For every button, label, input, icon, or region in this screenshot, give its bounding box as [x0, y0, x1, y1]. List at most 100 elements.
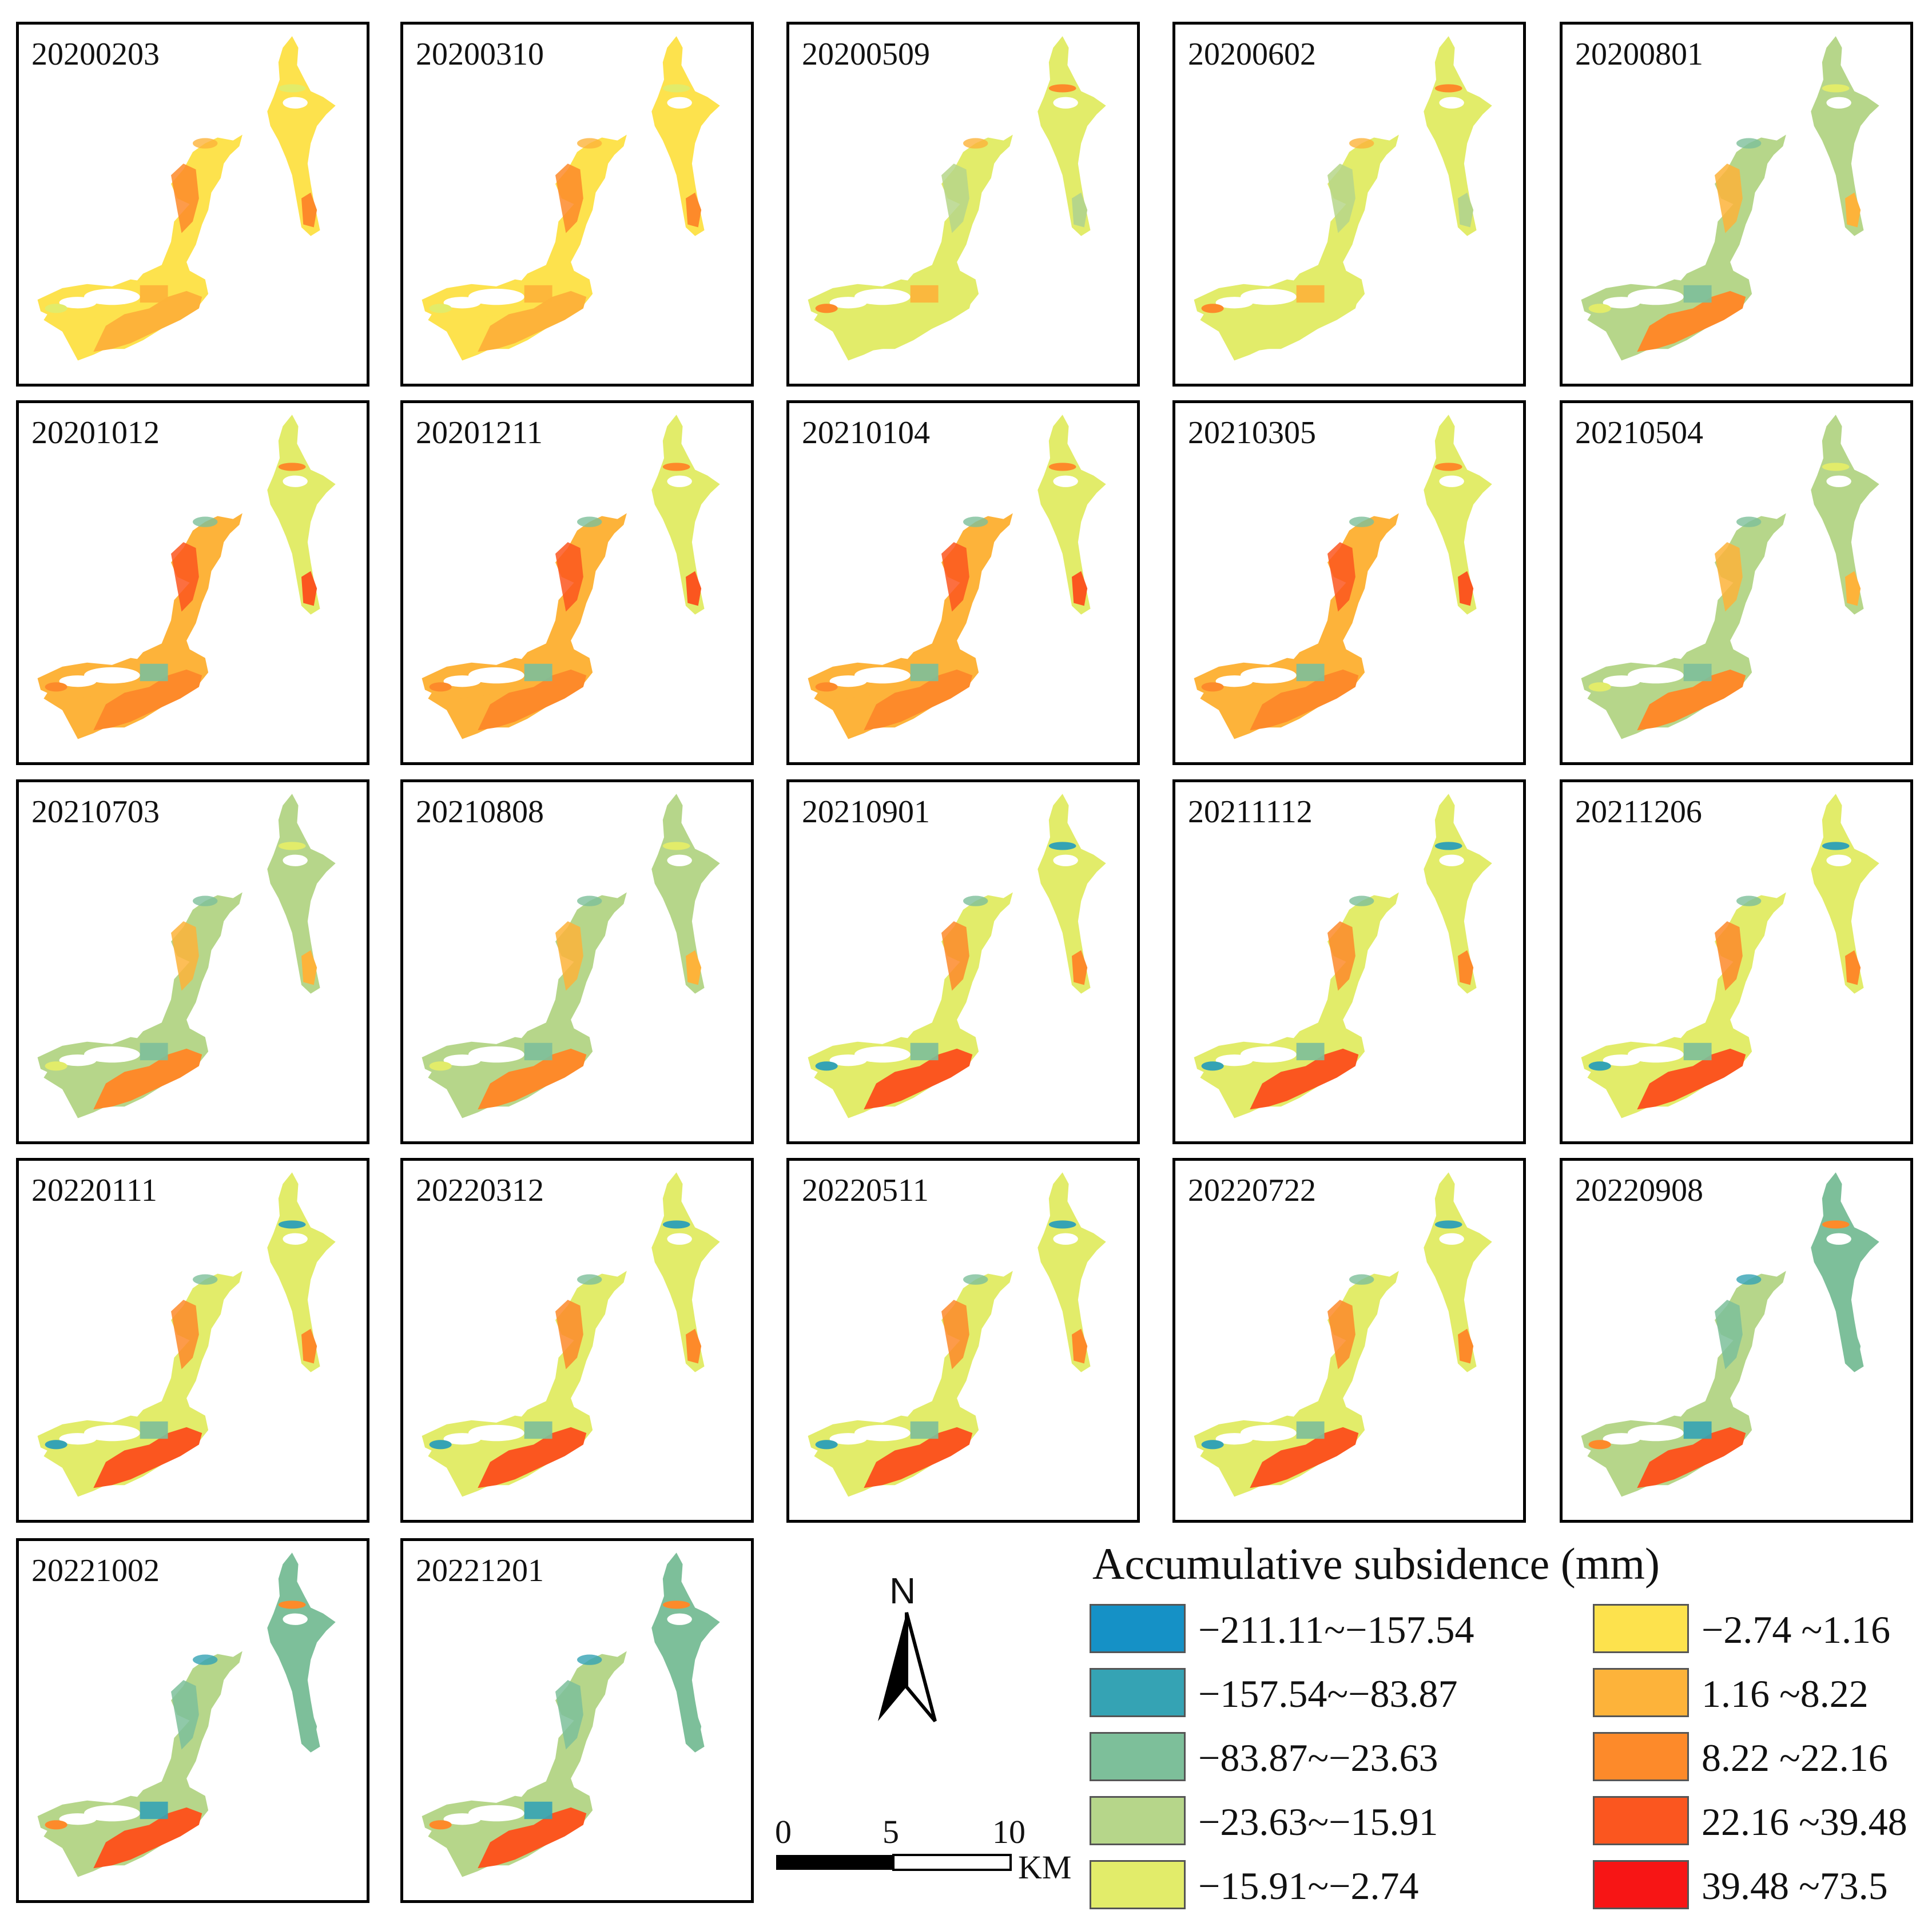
southeast-zone — [1250, 290, 1359, 352]
zone-patch — [301, 1709, 317, 1744]
scale-bar-graphic — [776, 1854, 1012, 1871]
lake-gap — [468, 288, 524, 305]
zone-patch — [301, 192, 317, 228]
legend-swatch — [1090, 1796, 1186, 1845]
zone-patch — [1458, 950, 1474, 985]
zone-patch — [1588, 304, 1611, 313]
panel-date-label: 20201211 — [416, 415, 543, 451]
lake-gap — [1603, 1433, 1640, 1445]
subsidence-map — [1194, 36, 1492, 361]
north-label: N — [889, 1570, 916, 1611]
zone-patch — [1458, 571, 1474, 606]
map-panel: 20220722 — [1172, 1158, 1526, 1523]
zone-patch — [577, 1654, 602, 1665]
southeast-zone — [478, 1807, 587, 1869]
zone-patch — [1349, 138, 1374, 149]
subsidence-map — [37, 794, 336, 1118]
zone-patch — [278, 463, 306, 471]
zone-patch — [524, 663, 552, 682]
lake-gap — [1826, 475, 1851, 487]
center-zone — [1327, 164, 1355, 233]
map-panel: 20200310 — [400, 22, 754, 387]
center-zone — [555, 1300, 583, 1369]
zone-patch — [910, 1042, 939, 1061]
lake-gap — [854, 1424, 911, 1442]
zone-patch — [662, 842, 690, 850]
zone-patch — [429, 1820, 452, 1830]
zone-patch — [577, 895, 602, 906]
subsidence-map — [422, 794, 720, 1118]
zone-patch — [1736, 138, 1762, 149]
scale-tick-0: 0 — [775, 1813, 792, 1850]
center-zone — [171, 921, 199, 991]
lake-gap — [1603, 1054, 1640, 1066]
legend-label: −15.91~−2.74 — [1198, 1864, 1419, 1908]
legend-label: −2.74 ~1.16 — [1702, 1608, 1891, 1651]
lake-gap — [59, 1433, 97, 1445]
lake-gap — [443, 675, 481, 687]
zone-patch — [686, 1709, 702, 1744]
lake-gap — [829, 297, 867, 309]
panel-date-label: 20220722 — [1188, 1173, 1316, 1208]
legend-label: −157.54~−83.87 — [1198, 1672, 1458, 1715]
subsidence-map — [808, 36, 1106, 361]
lake-gap — [1241, 1424, 1297, 1442]
panel-date-label: 20220312 — [416, 1173, 544, 1208]
north-arrow-left-half — [878, 1613, 907, 1721]
subsidence-map — [37, 1172, 336, 1497]
zone-patch — [301, 571, 317, 606]
lake-gap — [1215, 1433, 1253, 1445]
lake-gap — [84, 1424, 140, 1442]
zone-patch — [1072, 950, 1088, 985]
subsidence-map — [422, 415, 720, 739]
lake-gap — [59, 675, 97, 687]
lake-gap — [829, 1433, 867, 1445]
center-zone — [941, 921, 969, 991]
lake-gap — [1628, 1046, 1684, 1063]
panel-date-label: 20200801 — [1575, 37, 1703, 72]
subsidence-map — [808, 1172, 1106, 1497]
subsidence-map — [1194, 794, 1492, 1118]
subsidence-map — [37, 36, 336, 361]
northeast-area — [267, 1552, 336, 1753]
panel-date-label: 20210305 — [1188, 415, 1316, 451]
map-panel: 20201211 — [400, 400, 754, 765]
zone-patch — [45, 682, 67, 692]
zone-patch — [577, 516, 602, 527]
center-zone — [941, 1300, 969, 1369]
zone-patch — [45, 1820, 67, 1830]
center-zone — [1715, 921, 1743, 991]
lake-gap — [1053, 475, 1078, 487]
southeast-zone — [1637, 1048, 1746, 1110]
zone-patch — [1349, 516, 1374, 527]
southeast-zone — [478, 290, 587, 352]
subsidence-map — [422, 1552, 720, 1877]
zone-patch — [1683, 663, 1712, 682]
panel-date-label: 20211112 — [1188, 794, 1313, 830]
zone-patch — [1845, 192, 1861, 228]
lake-gap — [468, 1424, 524, 1442]
zone-patch — [1349, 895, 1374, 906]
northeast-area — [1811, 794, 1879, 994]
panel-date-label: 20210703 — [31, 794, 160, 830]
subsidence-map — [1581, 1172, 1879, 1497]
southeast-zone — [1637, 1427, 1746, 1488]
southeast-zone — [864, 669, 973, 731]
lake-gap — [84, 1046, 140, 1063]
panel-date-label: 20211206 — [1575, 794, 1702, 830]
legend-label: 1.16 ~8.22 — [1702, 1672, 1869, 1715]
lake-gap — [59, 1054, 97, 1066]
northeast-area — [1424, 794, 1492, 994]
zone-patch — [1048, 84, 1076, 93]
southeast-zone — [478, 1048, 587, 1110]
northeast-area — [1424, 1172, 1492, 1372]
center-zone — [555, 1680, 583, 1750]
zone-patch — [278, 1601, 306, 1609]
zone-patch — [1683, 285, 1712, 303]
center-zone — [941, 164, 969, 233]
map-panel: 20210305 — [1172, 400, 1526, 765]
subsidence-map — [1581, 36, 1879, 361]
southeast-zone — [864, 290, 973, 352]
legend-swatch — [1593, 1860, 1689, 1909]
zone-patch — [1588, 1061, 1611, 1071]
